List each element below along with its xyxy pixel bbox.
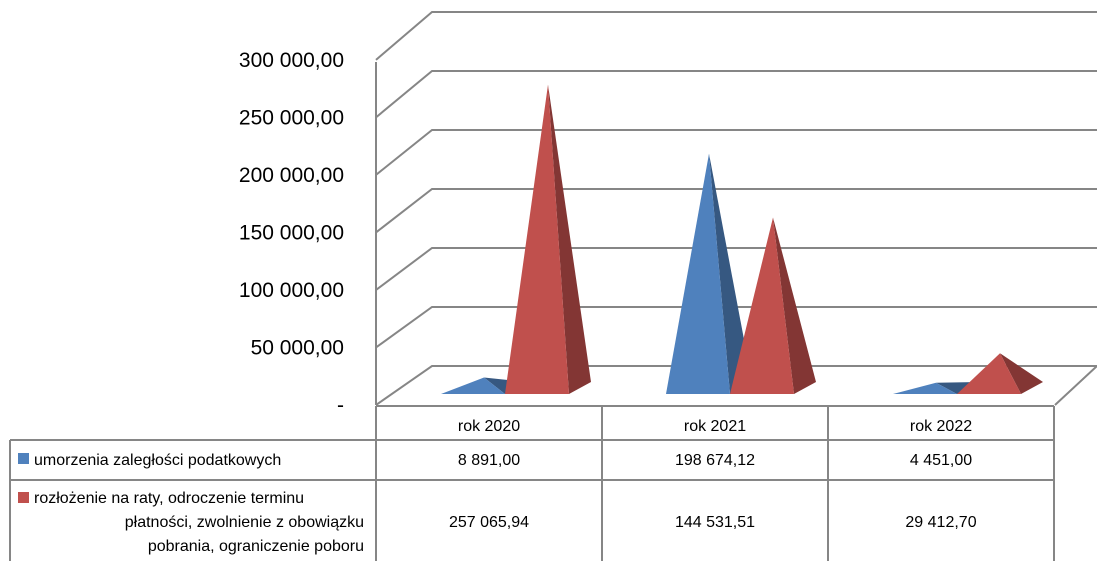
y-tick-label: 150 000,00 — [239, 221, 344, 244]
y-tick-label: 100 000,00 — [239, 279, 344, 302]
pyramid-front-face — [957, 353, 1021, 394]
gridline — [375, 306, 1097, 349]
gridline — [375, 188, 1097, 234]
data-label: 8 891,00 — [458, 452, 520, 469]
legend-label: umorzenia zaległości podatkowych — [34, 452, 281, 469]
legend-label-line: płatności, zwolnienie z obowiązku — [125, 514, 364, 531]
pyramid-side-face — [709, 153, 752, 394]
pyramid-red — [957, 353, 1043, 394]
y-tick-label: 300 000,00 — [239, 49, 344, 72]
legend-swatch-blue — [18, 453, 29, 464]
pyramid-side-face — [773, 217, 816, 394]
data-label: 29 412,70 — [905, 514, 976, 531]
floor-right-edge — [1054, 365, 1097, 406]
y-tick-label: 250 000,00 — [239, 106, 344, 129]
pyramid-red — [730, 217, 816, 394]
data-label: 257 065,94 — [449, 514, 529, 531]
pyramid-front-face — [730, 217, 794, 394]
pyramid-side-face — [548, 84, 591, 394]
y-tick-label: 50 000,00 — [251, 336, 344, 359]
pyramid-side-face — [1000, 353, 1043, 394]
legend-label-line: pobrania, ograniczenie poboru — [148, 538, 364, 555]
pyramid-red — [505, 84, 591, 394]
gridline — [375, 247, 1097, 291]
gridlines — [375, 11, 1097, 406]
y-tick-label: 200 000,00 — [239, 164, 344, 187]
gridline — [375, 11, 1097, 61]
legend-swatch-red — [18, 492, 29, 503]
legend-label-line: rozłożenie na raty, odroczenie terminu — [34, 490, 304, 507]
gridline — [375, 70, 1097, 119]
pyramid-front-face — [893, 382, 957, 394]
y-axis-tick-labels: - 50 000,00 100 000,00 150 000,00 200 000,00… — [239, 49, 344, 417]
pyramid-front-face — [505, 84, 569, 394]
pyramid-front-face — [441, 377, 505, 394]
data-table: rok 2020 rok 2021 rok 2022 umorzenia zaległ… — [9, 405, 1055, 561]
x-tick-label: rok 2022 — [910, 418, 972, 435]
data-label: 4 451,00 — [910, 452, 972, 469]
data-label: 198 674,12 — [675, 452, 755, 469]
pyramid-front-face — [666, 153, 730, 394]
y-tick-label: - — [337, 394, 344, 417]
pyramid-blue — [666, 153, 752, 394]
gridline — [375, 129, 1097, 176]
gridline — [375, 365, 1097, 406]
pyramid-marks — [441, 84, 1043, 394]
x-tick-label: rok 2020 — [458, 418, 520, 435]
data-label: 144 531,51 — [675, 514, 755, 531]
x-tick-label: rok 2021 — [684, 418, 746, 435]
